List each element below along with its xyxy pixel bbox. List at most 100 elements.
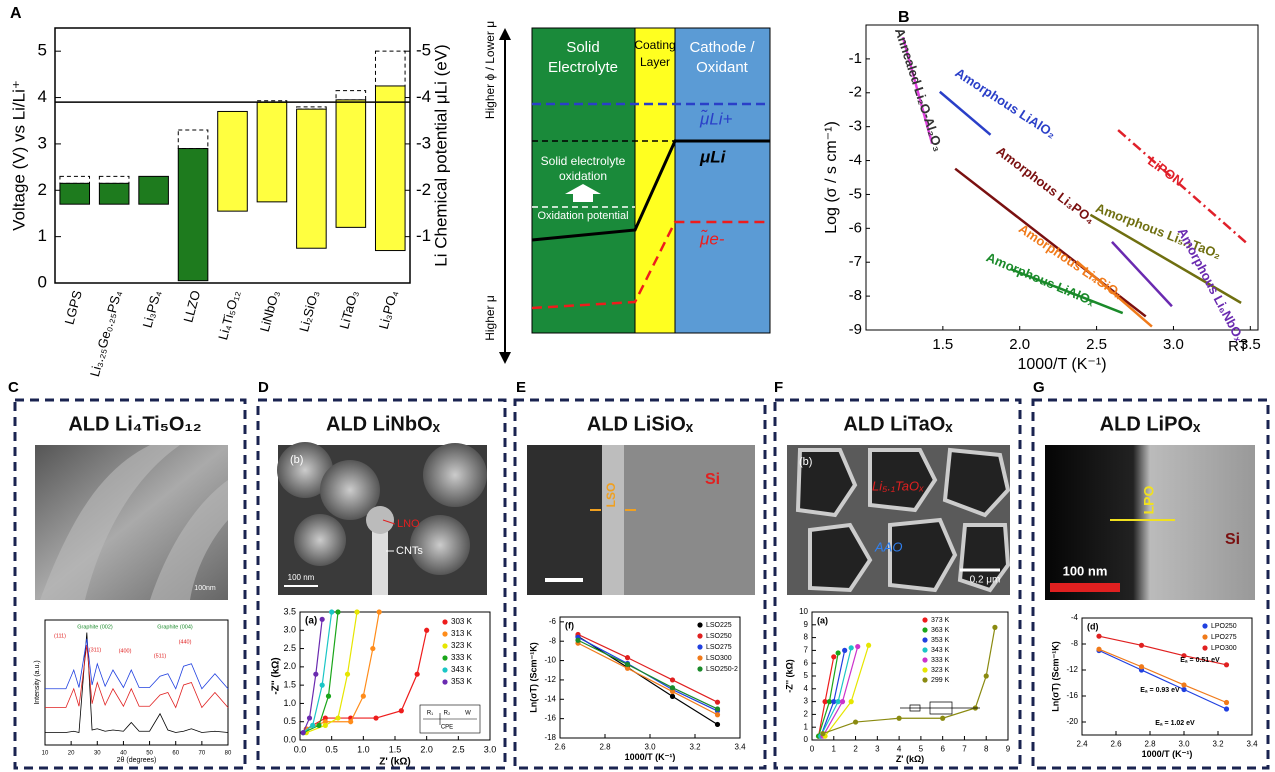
data-point [373,715,378,720]
data-point [670,677,675,682]
x-tick-label: 3.2 [689,743,701,752]
axis-label: Higher ϕ / Lower μ [483,21,497,119]
x-tick-label: LiTaO₃ [336,289,361,331]
y-tick-label: -16 [544,714,556,723]
chart-subtitle: (a) [305,616,317,627]
data-point [1224,700,1229,705]
data-point [670,694,675,699]
x-tick-label: 1.5 [389,745,402,755]
panel-label: D [258,379,269,396]
x-tick-label: 9 [1006,745,1011,754]
data-point [940,716,945,721]
x-axis-label: 2θ (degrees) [117,757,157,764]
x-tick-label: Li₃PS₄ [139,289,163,330]
x-axis-label: Z' (kΩ) [379,756,411,767]
x-axis-label: 1000/T (K⁻¹) [1142,749,1193,759]
legend-marker [697,633,702,638]
y-tick-label: 2 [804,710,809,719]
y-tick-label: -2 [849,84,862,101]
y-tick-label: -12 [1066,665,1078,674]
legend-label: 343 K [451,665,473,674]
chart-subtitle: (f) [565,620,574,630]
data-point [415,672,420,677]
bar [336,100,366,228]
legend-marker [922,667,927,672]
peak-label: (311) [89,647,102,653]
image-label: (b) [290,454,303,466]
image-label: (b) [799,456,812,468]
region-label: Solid [566,39,599,56]
y-axis-label: -Z'' (kΩ) [271,657,282,694]
page: { "panel_a": {"label": "A", "type": "bar… [0,0,1275,772]
y-tick-label: 1 [38,226,47,245]
x-tick-label: 4 [897,745,902,754]
y-tick-label: -6 [549,617,557,626]
legend-marker [697,644,702,649]
y-tick-label: 4 [804,684,809,693]
x-tick-label: 80 [225,750,232,756]
x-tick-label: 70 [199,750,206,756]
data-point [399,708,404,713]
oxidation-label: oxidation [559,169,607,183]
bar [178,149,208,281]
y-tick-label: 7 [804,646,809,655]
oxidation-label: Solid electrolyte [541,154,626,168]
data-point [840,699,845,704]
x-tick-label: 2.8 [1144,740,1156,749]
panel-label: G [1033,379,1045,396]
data-point [849,645,854,650]
x-tick-label: 1.0 [357,745,370,755]
y-axis-label: Ln(σT) (Scm⁻¹K) [528,642,538,712]
axis-label: Higher μ [483,295,497,341]
legend-label: 313 K [451,629,473,638]
data-point [992,625,997,630]
legend-marker [922,627,927,632]
data-point [326,694,331,699]
data-point [984,673,989,678]
particle [294,514,346,566]
scale-bar [1050,583,1120,592]
x-tick-label: 60 [172,750,179,756]
x-tick-label: Li₃PO₄ [376,289,401,331]
data-point [715,700,720,705]
data-point [310,723,315,728]
legend-marker [1202,645,1207,650]
x-tick-label: 2 [853,745,858,754]
panel-label: C [8,379,19,396]
y-tick-label: -20 [1066,717,1078,726]
circuit-label: R₂ [444,711,451,717]
image-label: Si [1225,531,1240,548]
cnt [372,530,388,595]
oxidation-potential: Oxidation potential [537,210,628,222]
y-tick-label: -1 [849,50,862,67]
legend-label: 323 K [931,667,950,674]
diagram: Solid Electrolyte Coating Layer Cathode … [483,21,770,364]
region-label: Oxidant [696,59,749,76]
scale-label: 100 nm [288,573,315,582]
panel-title: ALD LiNbOₓ [326,413,441,435]
image-label: LNO [397,518,420,530]
image-label: LPO [1141,486,1157,515]
y2-tick-label: -4 [416,87,431,106]
x-tick-label: 8 [984,745,989,754]
y-tick-label: -8 [549,636,557,645]
y-tick-label: 3 [804,697,809,706]
data-point [345,672,350,677]
y-tick-label: -6 [849,219,862,236]
panel-title: ALD LiSiOₓ [587,413,694,435]
y-tick-label: -16 [1066,691,1078,700]
dashed-extent [375,51,405,86]
panel-label: E [516,379,526,396]
y-tick-label: 3.5 [283,606,296,616]
panel-label: A [10,5,22,22]
panel-title: ALD LiTaOₓ [843,413,953,435]
region-label: Electrolyte [548,59,618,76]
x-tick-label: 0 [810,745,815,754]
legend-label: 303 K [451,617,473,626]
y-axis-label: Voltage (V) vs Li/Li⁺ [9,80,28,231]
bar [375,86,405,251]
legend-label: LSO275 [706,644,732,651]
y2-tick-label: -2 [416,180,431,199]
x-tick-label: 3.0 [484,745,497,755]
legend-marker [922,677,927,682]
